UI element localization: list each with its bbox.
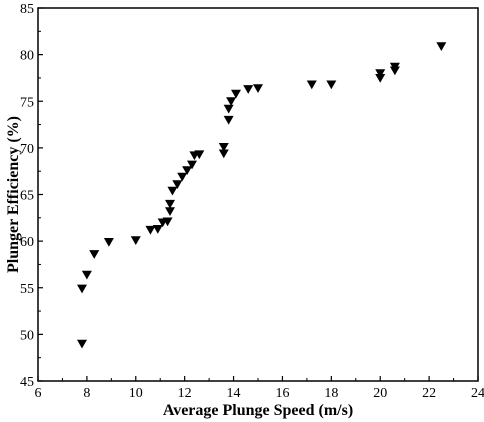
data-point (165, 207, 175, 217)
x-tick-label: 8 (83, 386, 90, 401)
y-tick-label: 85 (20, 2, 34, 17)
x-tick-label: 10 (129, 386, 143, 401)
data-point (194, 150, 205, 160)
y-tick-label: 60 (20, 235, 34, 250)
x-tick-label: 12 (178, 386, 192, 401)
y-axis-title: Plunger Efficiency (%) (5, 116, 22, 273)
data-point (152, 225, 163, 234)
data-point (77, 284, 87, 294)
data-point (389, 62, 400, 72)
data-point (177, 172, 188, 182)
data-point (326, 80, 337, 90)
x-tick-label: 6 (35, 386, 42, 401)
x-tick-label: 24 (471, 386, 484, 401)
data-point (187, 160, 197, 170)
data-point (218, 149, 229, 159)
data-point (145, 225, 156, 235)
data-point (130, 236, 141, 245)
x-tick-label: 22 (422, 386, 436, 401)
data-point (103, 238, 114, 247)
y-tick-label: 65 (20, 189, 34, 204)
data-point (231, 89, 241, 99)
data-point (89, 250, 100, 259)
data-point (81, 270, 92, 280)
y-tick-label: 50 (20, 328, 34, 343)
y-tick-label: 80 (20, 49, 34, 64)
y-tick-label: 45 (20, 375, 34, 390)
data-point (165, 199, 175, 209)
x-tick-label: 20 (373, 386, 387, 401)
y-tick-label: 55 (20, 282, 34, 297)
y-tick-label: 70 (20, 142, 34, 157)
y-tick-label: 75 (20, 95, 34, 110)
data-point (436, 42, 447, 51)
data-point (223, 115, 234, 125)
x-axis-title: Average Plunge Speed (m/s) (163, 402, 353, 419)
data-point (375, 69, 386, 79)
data-point (375, 73, 386, 83)
data-point (223, 104, 234, 114)
x-tick-label: 14 (227, 386, 241, 401)
data-point (172, 180, 183, 189)
x-tick-label: 18 (324, 386, 338, 401)
data-point (162, 217, 173, 227)
axes: 6 8 10 12 14 16 18 20 22 24 45 50 55 60 65 70 75 80 85 (20, 2, 484, 401)
data-point (243, 85, 254, 94)
data-point (253, 84, 263, 93)
data-point (77, 339, 87, 349)
data-point (226, 97, 237, 106)
data-point (306, 80, 317, 90)
x-tick-label: 16 (275, 386, 289, 401)
data-point (167, 186, 178, 196)
data-points (77, 42, 447, 349)
data-point (218, 142, 229, 152)
data-point (182, 166, 193, 176)
